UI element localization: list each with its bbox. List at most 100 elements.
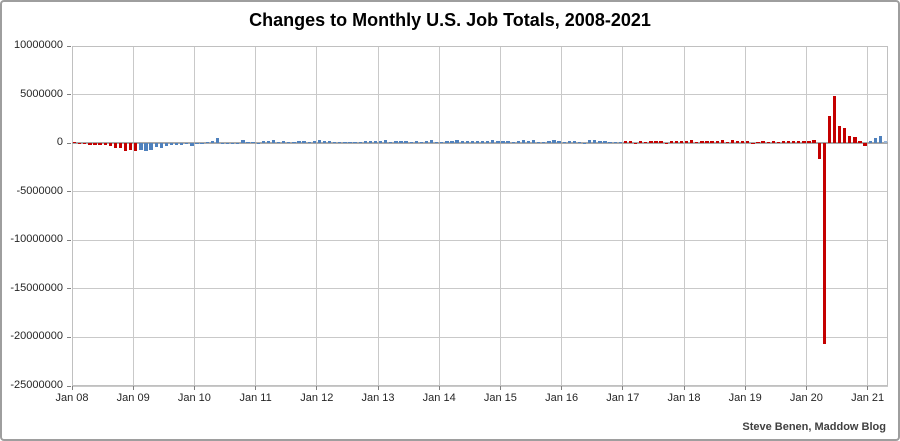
- x-axis-tick: [805, 386, 807, 390]
- x-axis-tick: [71, 386, 73, 390]
- bar-jan-2008: [72, 141, 77, 144]
- y-axis-tick: [67, 94, 71, 96]
- y-axis-tick: [67, 45, 71, 47]
- bar-nov-2010: [246, 141, 250, 144]
- y-axis-tick: [67, 191, 71, 193]
- x-axis-tick: [438, 386, 440, 390]
- bar-jun-2014: [465, 140, 469, 144]
- y-tick-label: 5000000: [20, 87, 63, 100]
- bar-apr-2017: [639, 141, 643, 144]
- bar-jul-2018: [715, 141, 719, 144]
- bar-jul-2014: [470, 140, 475, 144]
- bar-apr-2016: [577, 141, 582, 144]
- bar-nov-2019: [797, 140, 801, 144]
- bar-jul-2015: [531, 140, 536, 144]
- bar-aug-2014: [475, 141, 480, 144]
- bar-mar-2010: [205, 141, 209, 144]
- bar-dec-2015: [557, 140, 561, 144]
- gridline-h: [72, 385, 888, 387]
- bar-mar-2014: [450, 141, 454, 144]
- bar-aug-2018: [720, 140, 724, 144]
- x-axis-tick: [255, 386, 257, 390]
- bar-apr-2015: [516, 140, 520, 144]
- x-axis-tick: [377, 386, 379, 390]
- gridline-v: [316, 46, 318, 386]
- bar-nov-2013: [429, 140, 434, 144]
- plot-border: [72, 46, 888, 386]
- gridline-h: [72, 191, 888, 193]
- bar-dec-2010: [251, 142, 255, 144]
- zero-axis-line: [72, 142, 888, 145]
- bar-oct-2010: [241, 140, 245, 144]
- bar-oct-2012: [363, 140, 367, 144]
- bar-may-2013: [399, 141, 403, 144]
- bar-feb-2020: [812, 140, 816, 144]
- bar-may-2014: [460, 140, 464, 144]
- bar-jun-2019: [771, 141, 775, 144]
- bar-aug-2015: [537, 141, 541, 144]
- bar-sep-2013: [419, 141, 424, 144]
- bar-jan-2020: [807, 141, 811, 144]
- bar-aug-2011: [292, 142, 296, 144]
- x-tick-label: Jan 14: [422, 392, 456, 404]
- bar-jan-2018: [684, 141, 689, 144]
- bar-mar-2011: [266, 140, 271, 144]
- bar-may-2012: [338, 142, 342, 144]
- gridline-h: [72, 336, 888, 338]
- bar-oct-2013: [424, 140, 429, 144]
- bar-dec-2020: [863, 143, 867, 147]
- bar-may-2018: [705, 140, 709, 144]
- gridline-v: [132, 46, 134, 386]
- bar-sep-2015: [542, 141, 546, 144]
- bar-nov-2016: [613, 141, 617, 144]
- gridline-v: [744, 46, 746, 386]
- x-tick-label: Jan 08: [55, 392, 89, 404]
- x-axis-tick: [561, 386, 563, 390]
- y-tick-label: -20000000: [10, 330, 63, 343]
- x-tick-label: Jan 21: [851, 392, 885, 404]
- bar-apr-2021: [883, 140, 888, 144]
- bar-sep-2012: [358, 141, 362, 144]
- gridline-h: [72, 94, 888, 96]
- x-axis-tick: [132, 386, 134, 390]
- bar-dec-2014: [496, 140, 500, 144]
- bar-aug-2019: [781, 141, 786, 144]
- bar-may-2010: [215, 138, 220, 144]
- x-tick-label: Jan 09: [116, 392, 150, 404]
- bar-nov-2011: [307, 141, 311, 144]
- x-tick-label: Jan 11: [239, 392, 272, 404]
- gridline-h: [72, 239, 888, 241]
- bar-feb-2016: [567, 140, 571, 144]
- gridline-v: [499, 46, 501, 386]
- bar-feb-2019: [751, 142, 755, 144]
- bar-sep-2014: [480, 140, 485, 144]
- bar-dec-2012: [373, 141, 378, 144]
- x-axis-tick: [193, 386, 195, 390]
- bar-nov-2008: [123, 143, 128, 151]
- bar-jul-2011: [287, 142, 291, 144]
- bar-aug-2013: [414, 141, 418, 144]
- gridline-v: [867, 46, 869, 386]
- bar-jun-2015: [526, 140, 531, 144]
- bar-sep-2008: [113, 143, 118, 148]
- bar-dec-2011: [312, 141, 316, 144]
- bar-sep-2009: [174, 143, 179, 146]
- bar-feb-2009: [139, 143, 143, 151]
- bar-dec-2019: [802, 141, 806, 144]
- bar-jun-2009: [159, 143, 163, 148]
- x-tick-label: Jan 13: [361, 392, 395, 404]
- bar-mar-2017: [633, 142, 638, 144]
- bar-feb-2021: [873, 137, 877, 144]
- bar-dec-2009: [190, 143, 194, 146]
- bar-mar-2016: [572, 141, 577, 144]
- bar-jun-2020: [832, 96, 837, 144]
- bar-feb-2012: [322, 140, 327, 144]
- bar-sep-2019: [786, 141, 791, 144]
- bar-apr-2020: [822, 143, 826, 345]
- bar-mar-2018: [695, 141, 699, 144]
- x-tick-label: Jan 10: [177, 392, 211, 404]
- x-axis-tick: [499, 386, 501, 390]
- x-axis-tick: [744, 386, 746, 390]
- bar-sep-2020: [848, 136, 852, 144]
